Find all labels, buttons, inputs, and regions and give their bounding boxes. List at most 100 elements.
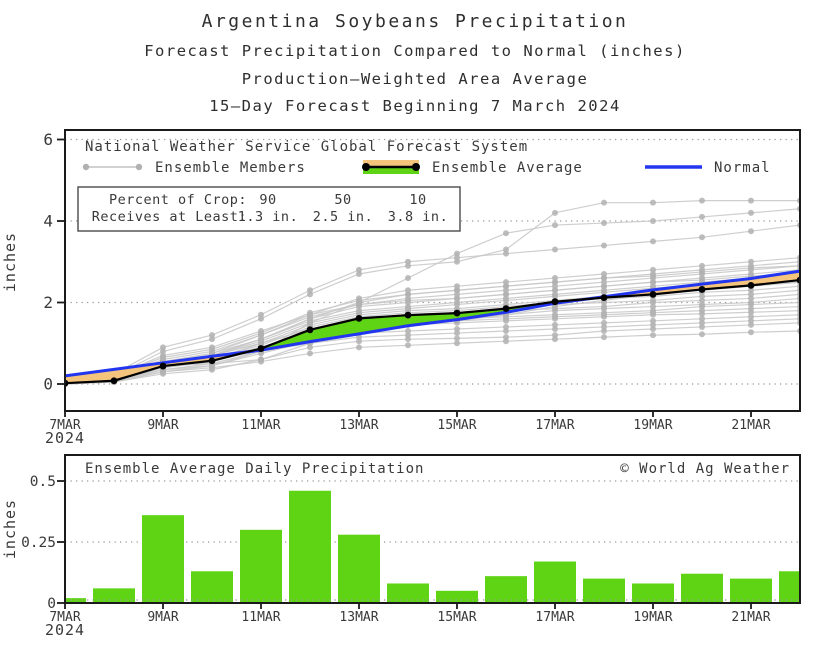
ensemble-member-point bbox=[699, 262, 705, 269]
ensemble-average-swatch-orange bbox=[363, 160, 419, 167]
x-tick-label: 11MAR bbox=[241, 418, 280, 433]
daily-precip-bar bbox=[240, 529, 282, 603]
ensemble-member-point bbox=[454, 250, 460, 257]
ensemble-member-point bbox=[601, 242, 607, 249]
daily-precip-bar bbox=[93, 588, 135, 603]
ensemble-member-point bbox=[258, 356, 264, 363]
ensemble-member-point bbox=[503, 279, 509, 286]
daily-precip-bar bbox=[583, 578, 625, 603]
amount-value: 3.8 in. bbox=[388, 209, 448, 225]
ensemble-member-point bbox=[552, 209, 558, 216]
ensemble-average-point bbox=[551, 298, 559, 306]
daily-precip-bar bbox=[730, 578, 772, 603]
y-tick-label: 2 bbox=[43, 293, 53, 312]
subtitle-1: Forecast Precipitation Compared to Norma… bbox=[144, 42, 686, 60]
ensemble-members-swatch-dot bbox=[82, 163, 90, 171]
ensemble-member-point bbox=[699, 213, 705, 220]
ensemble-member-point bbox=[454, 335, 460, 342]
ensemble-average-swatch-dot bbox=[362, 163, 370, 171]
ensemble-member-point bbox=[552, 321, 558, 328]
percent-value: 10 bbox=[409, 192, 426, 208]
daily-precip-bar bbox=[387, 583, 429, 603]
percent-row-label: Percent of Crop: bbox=[109, 192, 247, 208]
daily-precip-bar bbox=[191, 571, 233, 603]
legend-average-label: Ensemble Average bbox=[432, 160, 583, 176]
x-tick-label: 9MAR bbox=[147, 610, 178, 625]
top-y-axis-label: inches bbox=[1, 232, 19, 292]
ensemble-average-swatch-dot bbox=[412, 163, 420, 171]
ensemble-member-point bbox=[405, 275, 411, 282]
y-tick-label: 0 bbox=[43, 375, 53, 394]
ensemble-member-point bbox=[748, 313, 754, 320]
x-tick-label: 21MAR bbox=[731, 610, 770, 625]
ensemble-average-point bbox=[502, 305, 510, 313]
percent-value: 50 bbox=[334, 192, 351, 208]
ensemble-member-point bbox=[650, 332, 656, 339]
ensemble-member-point bbox=[552, 222, 558, 229]
ensemble-member-point bbox=[503, 246, 509, 253]
ensemble-average-point bbox=[306, 326, 314, 334]
ensemble-member-point bbox=[601, 270, 607, 277]
ensemble-member-point bbox=[650, 199, 656, 206]
ensemble-member-point bbox=[699, 315, 705, 322]
ensemble-member-point bbox=[503, 230, 509, 237]
ensemble-member-point bbox=[405, 262, 411, 269]
ensemble-member-point bbox=[405, 287, 411, 294]
ensemble-member-point bbox=[699, 197, 705, 204]
ensemble-members-swatch-dot bbox=[135, 163, 143, 171]
y-tick-label: 0.5 bbox=[30, 474, 56, 490]
ensemble-member-point bbox=[405, 342, 411, 349]
ensemble-member-point bbox=[454, 283, 460, 290]
ensemble-member-point bbox=[748, 197, 754, 204]
ensemble-member-point bbox=[307, 291, 313, 298]
top-chart-gridlines bbox=[65, 138, 800, 385]
ensemble-member-point bbox=[650, 317, 656, 324]
ensemble-average-point bbox=[649, 290, 657, 298]
x-tick-label: 7MAR bbox=[49, 418, 80, 433]
ensemble-average-point bbox=[257, 345, 265, 352]
ensemble-member-point bbox=[503, 334, 509, 341]
daily-precip-bar bbox=[632, 583, 674, 603]
ensemble-member-point bbox=[748, 228, 754, 235]
x-tick-label: 11MAR bbox=[241, 610, 280, 625]
ensemble-member-point bbox=[650, 266, 656, 273]
ensemble-member-point bbox=[552, 246, 558, 253]
ensemble-member-point bbox=[307, 315, 313, 322]
ensemble-member-point bbox=[258, 315, 264, 322]
daily-precip-bar bbox=[485, 576, 527, 603]
x-tick-label: 19MAR bbox=[633, 418, 672, 433]
x-tick-label: 7MAR bbox=[49, 610, 80, 625]
y-tick-label: 0 bbox=[47, 596, 56, 612]
ensemble-average-point bbox=[208, 357, 216, 365]
ensemble-average-line bbox=[64, 278, 801, 385]
ensemble-member-point bbox=[258, 336, 264, 343]
x-tick-label: 13MAR bbox=[339, 610, 378, 625]
top-chart-plot-area bbox=[64, 197, 801, 387]
x-tick-label: 17MAR bbox=[535, 418, 574, 433]
bottom-chart-axes: 0 0.25 0.5 7MAR 9MAR 11MAR 13MAR 15MAR 17MAR 19MA… bbox=[21, 474, 771, 625]
bottom-x-axis-year: 2024 bbox=[45, 621, 85, 639]
ensemble-member-point bbox=[454, 325, 460, 332]
y-tick-label: 4 bbox=[43, 212, 53, 231]
bottom-chart-plot-area bbox=[64, 490, 801, 603]
y-tick-label: 6 bbox=[43, 130, 53, 149]
percent-value: 90 bbox=[259, 192, 276, 208]
ensemble-member-point bbox=[601, 319, 607, 326]
x-tick-label: 9MAR bbox=[147, 418, 178, 433]
ensemble-member-line bbox=[64, 265, 801, 383]
ensemble-member-point bbox=[748, 329, 754, 336]
ensemble-member-point bbox=[356, 299, 362, 306]
top-chart-legend: National Weather Service Global Forecast… bbox=[82, 139, 770, 176]
ensemble-member-point bbox=[650, 218, 656, 224]
ensemble-member-point bbox=[405, 328, 411, 335]
ensemble-member-point bbox=[748, 209, 754, 216]
legend-header: National Weather Service Global Forecast… bbox=[85, 139, 528, 155]
top-x-axis-year: 2024 bbox=[45, 429, 85, 447]
ensemble-average-swatch-green bbox=[363, 167, 419, 174]
ensemble-member-line bbox=[64, 261, 801, 383]
above-normal-fill bbox=[359, 315, 408, 334]
ensemble-member-point bbox=[748, 258, 754, 265]
subtitle-2: Production–Weighted Area Average bbox=[242, 70, 589, 88]
x-tick-label: 13MAR bbox=[339, 418, 378, 433]
